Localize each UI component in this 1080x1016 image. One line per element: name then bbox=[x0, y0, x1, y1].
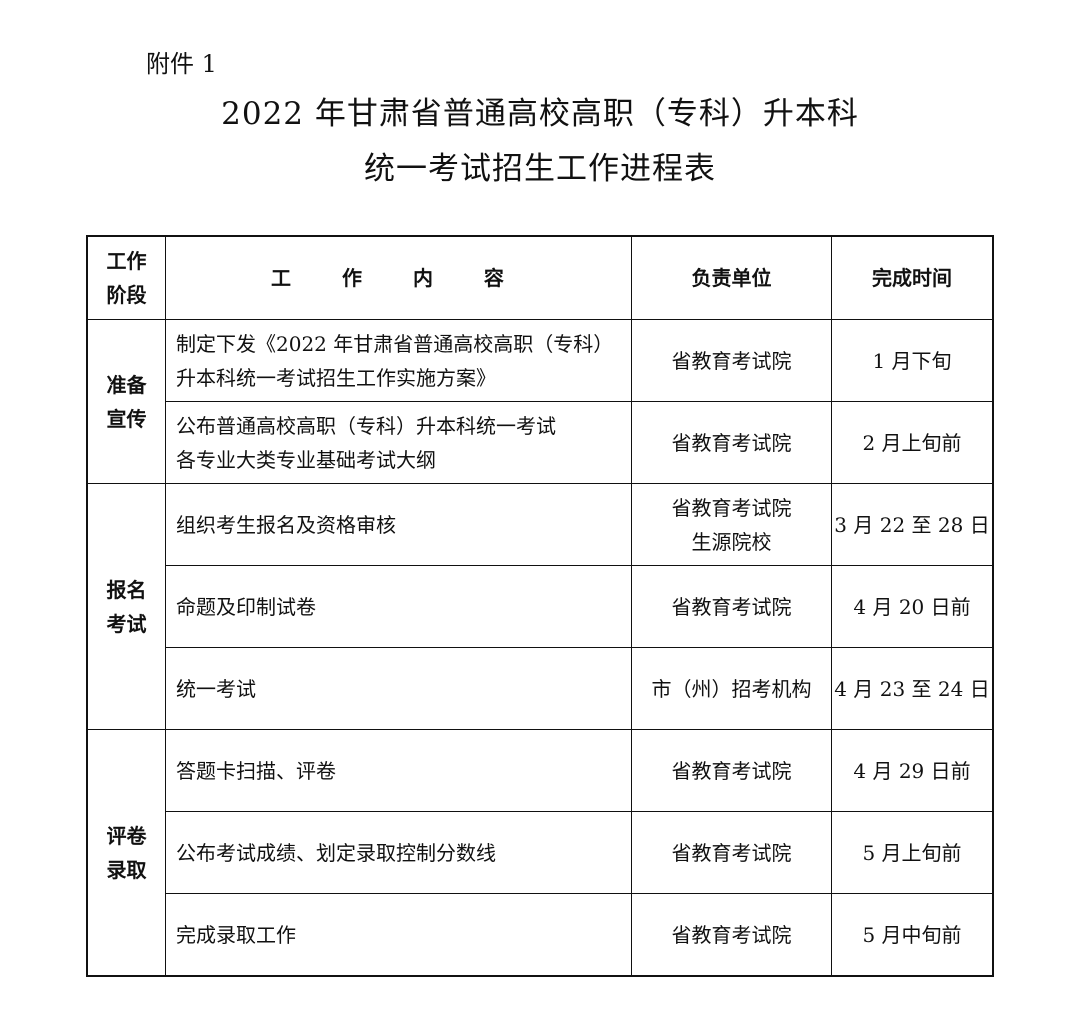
attachment-label: 附件 1 bbox=[146, 50, 217, 78]
document-title-line-1: 2022 年甘肃省普通高校高职（专科）升本科 bbox=[221, 96, 859, 132]
content-cell-line: 公布考试成绩、划定录取控制分数线 bbox=[176, 840, 496, 865]
stage-cell-line: 考试 bbox=[106, 611, 147, 636]
unit-cell-line: 生源院校 bbox=[691, 529, 772, 554]
unit-cell-line: 省教育考试院 bbox=[671, 758, 792, 783]
content-cell-line: 公布普通高校高职（专科）升本科统一考试 bbox=[176, 413, 556, 438]
content-cell-line: 完成录取工作 bbox=[176, 922, 296, 947]
table-row: 公布普通高校高职（专科）升本科统一考试 各专业大类专业基础考试大纲 省教育考试院 2 … bbox=[87, 401, 994, 484]
stage-cell: 评卷 录取 bbox=[86, 729, 166, 977]
content-cell: 命题及印制试卷 bbox=[165, 565, 632, 648]
stage-cell-line: 录取 bbox=[106, 857, 147, 882]
unit-cell: 省教育考试院 bbox=[631, 811, 832, 894]
unit-cell: 省教育考试院 bbox=[631, 319, 832, 402]
content-cell-line: 答题卡扫描、评卷 bbox=[176, 758, 336, 783]
table-row: 公布考试成绩、划定录取控制分数线 省教育考试院 5 月上旬前 bbox=[87, 811, 994, 894]
content-cell-line: 统一考试 bbox=[176, 676, 256, 701]
content-cell: 制定下发《2022 年甘肃省普通高校高职（专科） 升本科统一考试招生工作实施方案》 bbox=[165, 319, 632, 402]
table-row: 命题及印制试卷 省教育考试院 4 月 20 日前 bbox=[87, 565, 994, 648]
header-unit: 负责单位 bbox=[631, 235, 832, 320]
table-row: 完成录取工作 省教育考试院 5 月中旬前 bbox=[87, 893, 994, 977]
header-time: 完成时间 bbox=[831, 235, 994, 320]
table-header-row: 工作阶段 工 作 内 容 负责单位 完成时间 bbox=[86, 235, 994, 320]
unit-cell: 省教育考试院 bbox=[631, 401, 832, 484]
header-stage: 工作阶段 bbox=[86, 235, 166, 320]
unit-cell-line: 省教育考试院 bbox=[671, 840, 792, 865]
time-cell: 5 月上旬前 bbox=[831, 811, 994, 894]
content-cell-line: 组织考生报名及资格审核 bbox=[176, 512, 396, 537]
content-cell: 答题卡扫描、评卷 bbox=[165, 729, 632, 812]
table-row: 准备 宣传 制定下发《2022 年甘肃省普通高校高职（专科） 升本科统一考试招生工作实… bbox=[86, 319, 994, 484]
content-cell-line: 制定下发《2022 年甘肃省普通高校高职（专科） bbox=[176, 331, 614, 356]
time-cell: 3 月 22 至 28 日 bbox=[831, 483, 994, 566]
unit-cell: 省教育考试院 bbox=[631, 893, 832, 977]
stage-cell-line: 准备 bbox=[106, 372, 147, 397]
content-cell: 组织考生报名及资格审核 bbox=[165, 483, 632, 566]
unit-cell-line: 省教育考试院 bbox=[671, 348, 792, 373]
stage-cell: 报名 考试 bbox=[86, 483, 166, 730]
stage-cell-line: 报名 bbox=[106, 577, 147, 602]
time-cell: 2 月上旬前 bbox=[831, 401, 994, 484]
unit-cell-line: 省教育考试院 bbox=[671, 430, 792, 455]
time-cell: 4 月 20 日前 bbox=[831, 565, 994, 648]
unit-cell-line: 省教育考试院 bbox=[671, 922, 792, 947]
unit-cell-line: 省教育考试院 bbox=[671, 594, 792, 619]
header-content: 工 作 内 容 bbox=[165, 235, 632, 320]
table-row: 评卷 录取 答题卡扫描、评卷 省教育考试院 4 月 29 日前 bbox=[86, 729, 994, 977]
content-cell-line: 命题及印制试卷 bbox=[176, 594, 316, 619]
table-row: 报名 考试 组织考生报名及资格审核 省教育考试院 生源院校 3 月 22 至 28 日 bbox=[86, 483, 994, 730]
content-cell: 公布普通高校高职（专科）升本科统一考试 各专业大类专业基础考试大纲 bbox=[165, 401, 632, 484]
unit-cell: 市（州）招考机构 bbox=[631, 647, 832, 730]
header-stage-label: 工作阶段 bbox=[106, 249, 147, 307]
schedule-table: 工作阶段 工 作 内 容 负责单位 完成时间 准备 宣传 制定下发《2022 年甘肃… bbox=[86, 235, 994, 977]
table-row: 统一考试 市（州）招考机构 4 月 23 至 24 日 bbox=[87, 647, 994, 730]
content-cell-line: 各专业大类专业基础考试大纲 bbox=[176, 447, 436, 472]
content-cell-line: 升本科统一考试招生工作实施方案》 bbox=[176, 365, 496, 390]
unit-cell-line: 市（州）招考机构 bbox=[651, 676, 812, 701]
time-cell: 4 月 29 日前 bbox=[831, 729, 994, 812]
stage-cell-line: 宣传 bbox=[106, 406, 147, 431]
time-cell: 4 月 23 至 24 日 bbox=[831, 647, 994, 730]
unit-cell: 省教育考试院 生源院校 bbox=[631, 483, 832, 566]
content-cell: 公布考试成绩、划定录取控制分数线 bbox=[165, 811, 632, 894]
unit-cell: 省教育考试院 bbox=[631, 729, 832, 812]
stage-cell-line: 评卷 bbox=[106, 823, 147, 848]
document-title-line-2: 统一考试招生工作进程表 bbox=[364, 151, 716, 187]
unit-cell-line: 省教育考试院 bbox=[671, 495, 792, 520]
time-cell: 5 月中旬前 bbox=[831, 893, 994, 977]
stage-cell: 准备 宣传 bbox=[86, 319, 166, 484]
content-cell: 统一考试 bbox=[165, 647, 632, 730]
table-body: 准备 宣传 制定下发《2022 年甘肃省普通高校高职（专科） 升本科统一考试招生工作实… bbox=[86, 319, 994, 977]
time-cell: 1 月下旬 bbox=[831, 319, 994, 402]
unit-cell: 省教育考试院 bbox=[631, 565, 832, 648]
content-cell: 完成录取工作 bbox=[165, 893, 632, 977]
